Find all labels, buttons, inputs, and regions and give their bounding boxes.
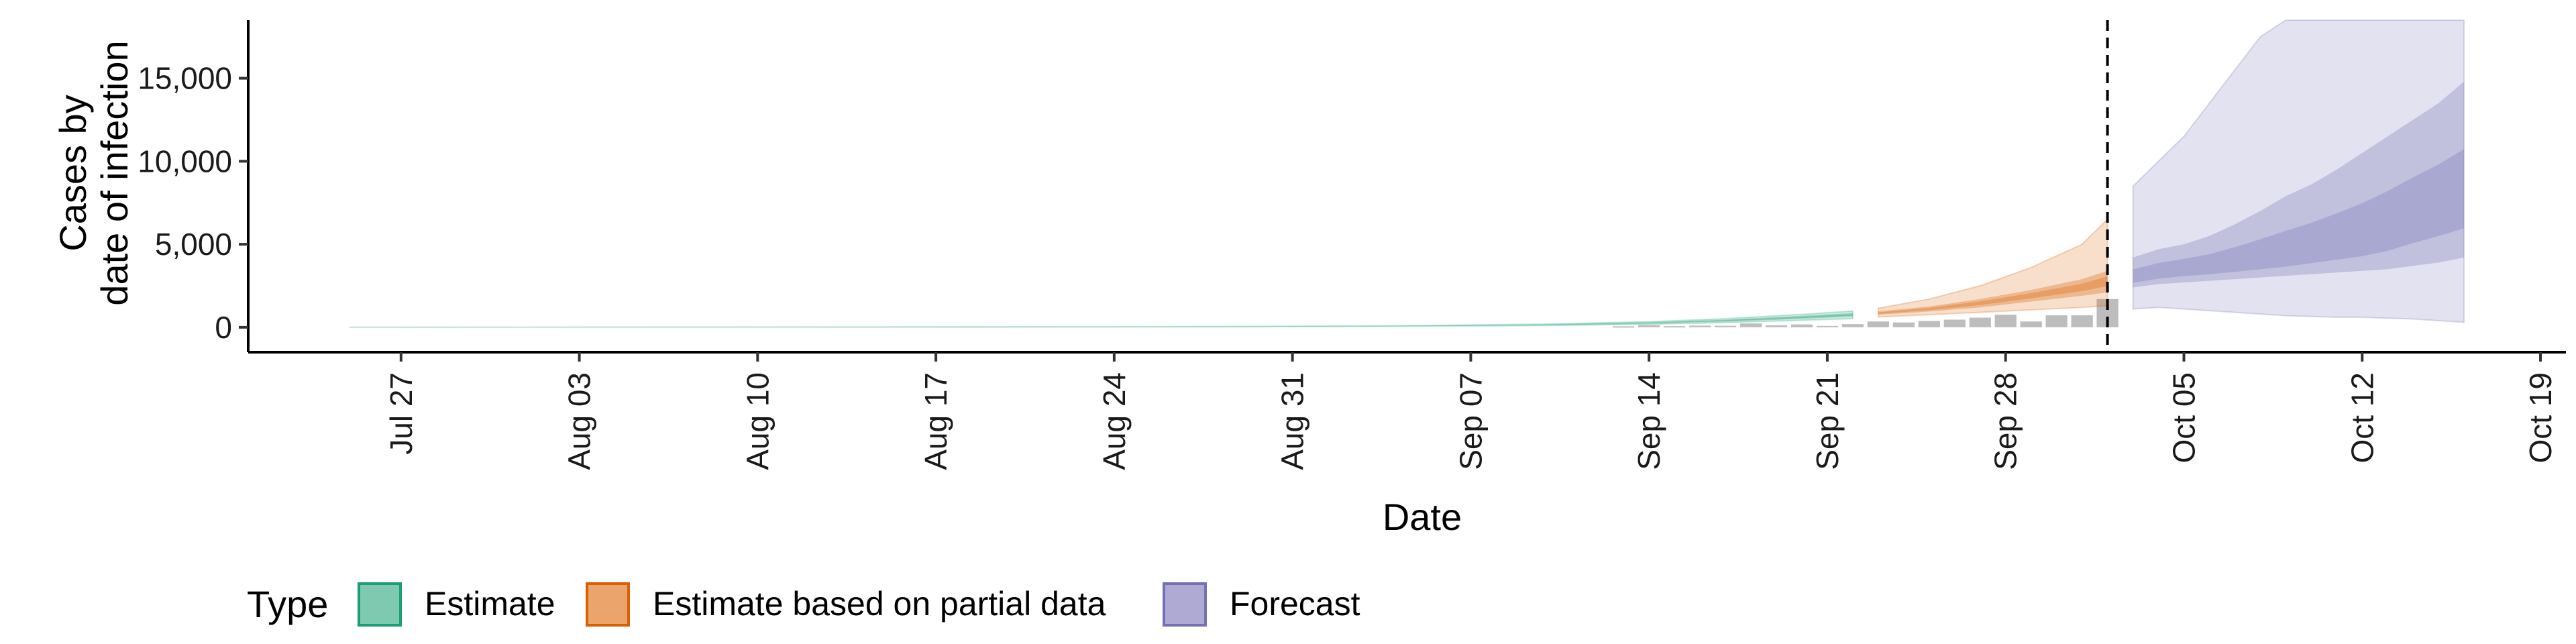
legend-key: [1163, 582, 1207, 627]
y-axis-title: Cases bydate of infection: [52, 40, 136, 305]
y-tick-label: 10,000: [138, 144, 232, 178]
x-tick-label: Aug 31: [1275, 372, 1310, 470]
x-tick-label: Sep 14: [1631, 372, 1666, 470]
y-axis-title-text: Cases bydate of infection: [52, 40, 136, 305]
ribbon-20: [350, 314, 1853, 327]
y-axis-title-line: date of infection: [93, 40, 136, 305]
observed-bar: [1613, 326, 1635, 328]
observed-bar: [1765, 325, 1788, 327]
x-tick-label: Oct 19: [2523, 372, 2558, 464]
ribbon-90: [349, 310, 1854, 328]
observed-bar: [1638, 325, 1660, 327]
x-axis-title: Date: [1383, 496, 1462, 538]
x-tick-label: Sep 21: [1810, 372, 1845, 470]
observed-bar: [1994, 315, 2017, 327]
observed-bar: [1867, 321, 1890, 327]
y-tick-label: 15,000: [138, 61, 232, 96]
observed-bar: [1664, 326, 1686, 328]
x-tick-label: Aug 10: [740, 372, 775, 470]
x-tick-label: Sep 28: [1988, 372, 2023, 470]
observed-bar: [1969, 317, 1991, 327]
observed-bar: [2071, 315, 2093, 327]
x-tick-label: Sep 07: [1453, 372, 1488, 470]
x-tick-label: Aug 17: [918, 372, 953, 470]
x-tick-label: Oct 05: [2166, 372, 2201, 464]
legend-label: Estimate based on partial data: [653, 585, 1106, 623]
ribbon-50: [2133, 81, 2465, 288]
observed-bar: [1892, 322, 1915, 327]
observed-bar: [2045, 315, 2068, 327]
x-tick-label: Jul 27: [384, 372, 419, 455]
observed-bar: [2020, 321, 2042, 327]
y-tick-label: 0: [215, 310, 232, 345]
ribbon-90: [2132, 19, 2465, 323]
x-tick-label: Oct 12: [2345, 372, 2379, 464]
ribbon-50: [1878, 270, 2108, 315]
legend-key: [358, 582, 402, 627]
observed-bar: [1816, 325, 1839, 327]
legend-title: Type: [247, 583, 328, 625]
plot-area: 0 5,000 10,000 15,000 Jul 27 Aug 03 Aug 10 Aug …: [138, 19, 2566, 470]
observed-bar: [1739, 323, 1762, 327]
observed-bar: [1688, 325, 1711, 327]
observed-bar: [1918, 321, 1940, 327]
ribbon-20: [2133, 149, 2465, 283]
observed-bar: [1714, 325, 1737, 327]
legend-key: [586, 582, 630, 627]
legend: Type Estimate Estimate based on partial da…: [247, 582, 1360, 627]
x-tick-label: Aug 03: [562, 372, 597, 470]
observed-bar: [1943, 319, 1966, 327]
legend-label: Forecast: [1230, 585, 1360, 623]
x-tick-label: Aug 24: [1097, 372, 1132, 470]
legend-label: Estimate: [425, 585, 555, 623]
observed-bar: [1790, 324, 1813, 327]
y-axis-title-line: Cases by: [52, 95, 94, 251]
y-tick-label: 5,000: [155, 227, 232, 262]
observed-bar: [1841, 324, 1864, 327]
